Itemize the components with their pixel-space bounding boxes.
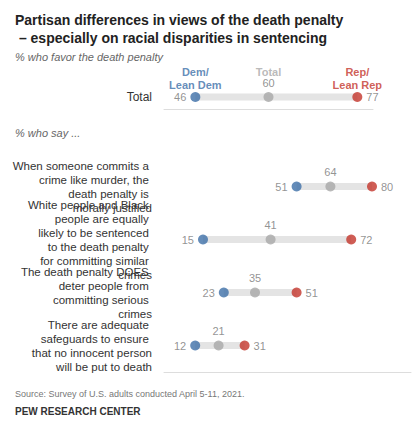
svg-text:Source: Survey of U.S. adults: Source: Survey of U.S. adults conducted … [15, 389, 244, 399]
svg-text:committing serious: committing serious [53, 294, 152, 306]
svg-text:Total: Total [256, 66, 281, 78]
svg-text:51: 51 [306, 287, 318, 299]
svg-text:The death penalty DOES: The death penalty DOES [21, 266, 152, 278]
svg-text:likely to be sentenced: likely to be sentenced [38, 227, 152, 239]
svg-text:12: 12 [174, 340, 186, 352]
svg-text:21: 21 [212, 325, 224, 337]
svg-text:to the death penalty: to the death penalty [48, 241, 152, 253]
svg-text:Partisan differences in views: Partisan differences in views of the dea… [15, 12, 344, 28]
svg-text:for committing similar: for committing similar [40, 254, 152, 267]
svg-text:safeguards to ensure: safeguards to ensure [41, 333, 152, 345]
svg-text:64: 64 [324, 166, 336, 178]
svg-text:Lean Rep: Lean Rep [333, 79, 383, 91]
svg-text:will be put to death: will be put to death [53, 361, 152, 373]
svg-text:23: 23 [203, 287, 215, 299]
svg-text:Rep/: Rep/ [345, 66, 369, 78]
svg-text:41: 41 [264, 219, 276, 231]
svg-text:Total: Total [127, 90, 152, 104]
svg-text:crime like murder, the: crime like murder, the [39, 174, 152, 186]
svg-text:% who favor the death penalty: % who favor the death penalty [15, 51, 164, 63]
svg-text:35: 35 [249, 272, 261, 284]
svg-text:– especially on racial dispari: – especially on racial disparities in se… [15, 30, 327, 46]
svg-text:77: 77 [366, 91, 378, 103]
svg-text:31: 31 [254, 340, 266, 352]
svg-text:51: 51 [275, 181, 287, 193]
svg-text:deter people from: deter people from [59, 280, 152, 292]
svg-text:15: 15 [182, 234, 194, 246]
svg-text:When someone commits a: When someone commits a [13, 160, 152, 172]
svg-text:80: 80 [381, 181, 393, 193]
svg-text:people are equally: people are equally [55, 213, 152, 225]
svg-text:46: 46 [174, 91, 186, 103]
svg-text:% who say ...: % who say ... [15, 127, 80, 139]
svg-text:Dem/: Dem/ [182, 66, 209, 78]
svg-text:PEW RESEARCH CENTER: PEW RESEARCH CENTER [15, 406, 141, 417]
svg-text:There are adequate: There are adequate [48, 319, 152, 331]
svg-text:that no innocent person: that no innocent person [32, 347, 152, 359]
svg-text:Lean Dem: Lean Dem [169, 79, 222, 91]
svg-text:60: 60 [262, 77, 274, 89]
svg-text:72: 72 [360, 234, 372, 246]
svg-text:death penalty is: death penalty is [68, 187, 152, 200]
svg-text:White people and Black: White people and Black [28, 199, 152, 211]
svg-text:crimes: crimes [118, 307, 152, 320]
